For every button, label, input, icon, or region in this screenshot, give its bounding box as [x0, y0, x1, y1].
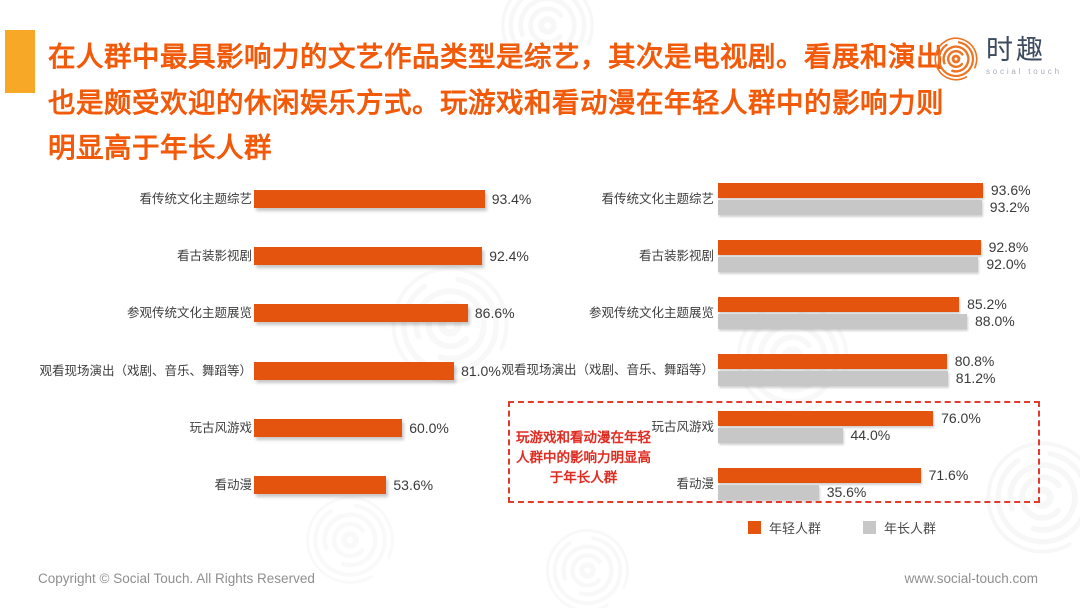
bar-segment [254, 476, 387, 494]
value-label: 93.6% [990, 182, 1031, 198]
logo-subtitle: social touch [986, 67, 1062, 76]
category-label: 看传统文化主题综艺 [601, 192, 714, 206]
category-label: 看古装影视剧 [638, 249, 714, 263]
category-label: 观看现场演出（戏剧、音乐、舞蹈等） [501, 363, 714, 377]
value-label: 86.6% [474, 305, 515, 322]
annotation-line: 玩游戏和看动漫在年轻 [516, 430, 651, 445]
bar-segment [254, 418, 403, 437]
bar-segment [718, 411, 934, 426]
watermark-ripple-icon [546, 529, 629, 608]
category-label: 看传统文化主题综艺 [139, 192, 252, 206]
value-label: 93.2% [989, 199, 1030, 215]
bar-segment [718, 183, 983, 198]
value-label: 53.6% [393, 477, 434, 493]
value-label: 93.4% [491, 191, 532, 207]
logo-ripple-icon [934, 37, 978, 81]
logo-text: 时趣 [986, 35, 1046, 65]
value-label: 92.4% [489, 248, 529, 265]
value-label: 60.0% [409, 419, 449, 436]
bar-segment [718, 314, 967, 329]
bar-segment [718, 371, 948, 386]
category-label: 参观传统文化主题展览 [588, 306, 714, 320]
bar-segment [718, 240, 981, 255]
legend-item: 年轻人群 [748, 518, 821, 537]
annotation-text: 玩游戏和看动漫在年轻 人群中的影响力明显高 于年长人群 [513, 428, 654, 487]
brand-logo: 时趣 social touch [934, 35, 1062, 81]
bar-segment [254, 190, 485, 208]
category-label: 参观传统文化主题展览 [126, 306, 252, 321]
bar-segment [718, 485, 819, 500]
value-label: 71.6% [928, 467, 969, 483]
title-line: 在人群中最具影响力的文艺作品类型是综艺，其次是电视剧。看展和演出 [48, 41, 944, 72]
legend-item: 年长人群 [863, 518, 936, 537]
value-label: 76.0% [941, 410, 981, 426]
bar-segment [254, 247, 483, 266]
title-accent-bar [5, 30, 35, 93]
title-line: 明显高于年长人群 [48, 132, 272, 163]
value-label: 80.8% [954, 353, 995, 369]
value-label: 92.0% [986, 256, 1027, 272]
category-label: 看动漫 [676, 477, 714, 491]
category-label: 玩古风游戏 [189, 420, 252, 435]
bar-segment [718, 428, 843, 443]
bar-segment [718, 257, 979, 272]
bar-segment [718, 468, 921, 483]
annotation-box [508, 401, 1040, 503]
legend-label: 年长人群 [884, 521, 937, 536]
bar-segment [718, 297, 960, 312]
value-label: 92.8% [988, 239, 1029, 255]
category-label: 玩古风游戏 [651, 420, 714, 434]
value-label: 88.0% [975, 313, 1015, 329]
value-label: 85.2% [967, 296, 1007, 312]
title-line: 也是颇受欢迎的休闲娱乐方式。玩游戏和看动漫在年轻人群中的影响力则 [48, 86, 944, 118]
watermark-ripple-icon [306, 496, 394, 584]
bar-segment [254, 304, 468, 323]
page-title: 在人群中最具影响力的文艺作品类型是综艺，其次是电视剧。看展和演出 也是颇受欢迎的… [48, 34, 944, 171]
annotation-line: 于年长人群 [549, 469, 618, 485]
copyright-text: Copyright © Social Touch. All Rights Res… [38, 571, 315, 586]
category-label: 看动漫 [214, 478, 252, 492]
bar-segment [718, 200, 982, 215]
website-url: www.social-touch.com [904, 571, 1038, 586]
legend-swatch [863, 521, 876, 534]
value-label: 81.0% [461, 362, 501, 379]
category-label: 看古装影视剧 [176, 249, 252, 264]
value-label: 35.6% [826, 484, 867, 500]
category-label: 观看现场演出（戏剧、音乐、舞蹈等） [39, 363, 252, 378]
legend-swatch [748, 521, 761, 534]
bar-segment [718, 354, 947, 369]
legend-label: 年轻人群 [769, 521, 822, 536]
value-label: 44.0% [850, 427, 891, 443]
value-label: 81.2% [955, 370, 996, 386]
annotation-line: 人群中的影响力明显高 [516, 449, 651, 465]
bar-segment [254, 361, 455, 380]
